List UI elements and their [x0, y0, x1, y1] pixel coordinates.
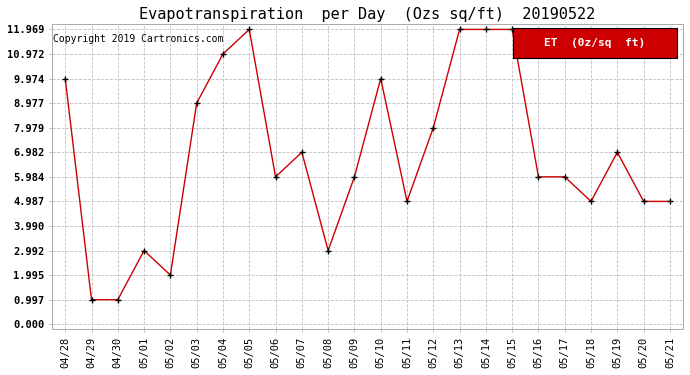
FancyBboxPatch shape: [513, 27, 677, 58]
Text: Copyright 2019 Cartronics.com: Copyright 2019 Cartronics.com: [52, 34, 223, 44]
Text: ET  (0z/sq  ft): ET (0z/sq ft): [544, 38, 645, 48]
Title: Evapotranspiration  per Day  (Ozs sq/ft)  20190522: Evapotranspiration per Day (Ozs sq/ft) 2…: [139, 7, 595, 22]
